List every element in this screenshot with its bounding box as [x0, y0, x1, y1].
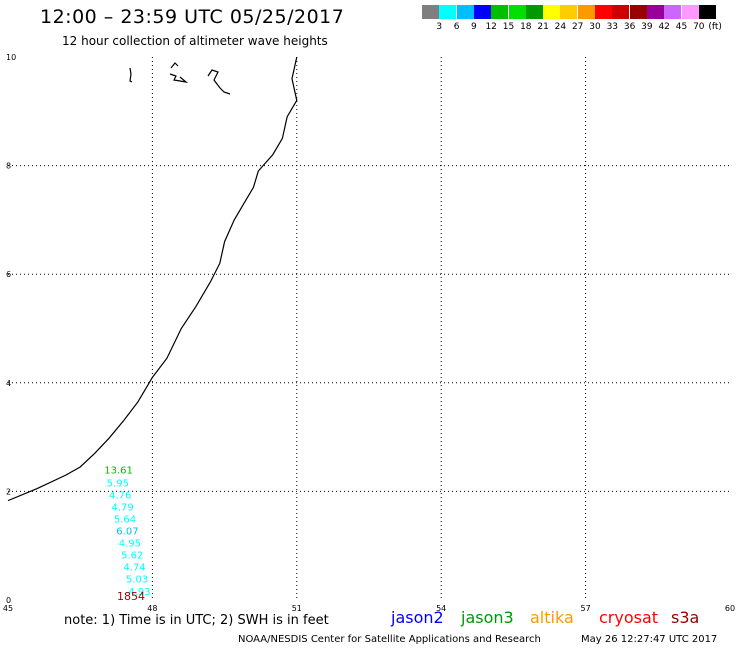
scale-label: 45 [675, 22, 688, 32]
scale-swatch [543, 5, 561, 19]
scale-label: 6 [453, 22, 460, 32]
track-time-label: 1854 [117, 590, 145, 603]
scale-label: 12 [485, 22, 497, 32]
scale-label: 18 [520, 22, 532, 32]
credit-timestamp: May 26 12:27:47 UTC 2017 [581, 634, 718, 645]
satellite-legend-jason3: jason3 [461, 608, 514, 627]
scale-label: 30 [589, 22, 601, 32]
satellite-legend-s3a: s3a [671, 608, 700, 627]
satellite-legend-jason2: jason2 [391, 608, 444, 627]
scale-label: 70 [693, 22, 705, 32]
scale-swatch [491, 5, 509, 19]
wave-height-label: 5.64 [114, 515, 136, 526]
y-tick-label: 2 [6, 487, 11, 496]
scale-label: 36 [623, 22, 636, 32]
scale-swatch [525, 5, 543, 19]
scale-label: 33 [606, 22, 619, 32]
wave-height-label: 4.76 [109, 491, 131, 502]
y-tick-label: 4 [6, 379, 11, 388]
wave-height-label: 5.62 [121, 550, 143, 561]
y-tick-label: 0 [6, 596, 11, 605]
scale-swatch [681, 5, 699, 19]
scale-swatch [508, 5, 526, 19]
scale-label: 39 [641, 22, 653, 32]
scale-swatch [560, 5, 578, 19]
scale-swatch [646, 5, 664, 19]
scale-swatch [612, 5, 630, 19]
island-outline [207, 69, 231, 95]
scale-label: 42 [658, 22, 670, 32]
scale-swatch [595, 5, 612, 19]
scale-label: 24 [554, 22, 567, 32]
x-tick-label: 54 [436, 604, 446, 613]
wave-height-label: 6.07 [116, 526, 138, 537]
wave-height-label: 4.93 [128, 587, 150, 598]
island-outline [169, 62, 189, 83]
x-tick-label: 51 [292, 604, 302, 613]
satellite-legend-cryosat: cryosat [599, 608, 659, 627]
wave-height-label: 5.03 [126, 574, 148, 585]
scale-swatch [664, 5, 682, 19]
island-outline [129, 67, 133, 83]
note-text: note: 1) Time is in UTC; 2) SWH is in fe… [64, 613, 329, 628]
x-tick-label: 57 [581, 604, 591, 613]
wave-height-label: 13.61 [104, 466, 133, 477]
x-tick-label: 45 [3, 604, 13, 613]
x-tick-label: 60 [725, 604, 735, 613]
scale-unit: (ft) [708, 22, 722, 32]
scale-swatch [439, 5, 457, 19]
scale-swatch [629, 5, 647, 19]
y-tick-label: 8 [6, 162, 11, 171]
y-tick-label: 6 [6, 270, 11, 279]
scale-label: 15 [502, 22, 515, 32]
y-tick-label: 10 [6, 53, 16, 62]
wave-height-label: 4.95 [119, 538, 141, 549]
wave-height-label: 4.79 [111, 503, 133, 514]
credit-organization: NOAA/NESDIS Center for Satellite Applica… [238, 634, 541, 645]
scale-swatch [422, 5, 439, 19]
scale-label: 27 [571, 22, 584, 32]
scale-swatch [456, 5, 474, 19]
coastline [7, 56, 298, 502]
scale-label: 9 [471, 22, 477, 32]
x-tick-label: 48 [147, 604, 157, 613]
wave-height-label: 4.74 [124, 562, 146, 573]
page-title: 12:00 – 23:59 UTC 05/25/2017 [40, 6, 345, 28]
scale-swatch [577, 5, 595, 19]
scale-label: 3 [436, 22, 443, 32]
scale-swatch [698, 5, 716, 19]
satellite-legend-altika: altika [530, 608, 574, 627]
wave-height-label: 5.95 [107, 479, 129, 490]
scale-swatch [473, 5, 491, 19]
scale-label: 21 [537, 22, 549, 32]
page-subtitle: 12 hour collection of altimeter wave hei… [62, 34, 328, 48]
